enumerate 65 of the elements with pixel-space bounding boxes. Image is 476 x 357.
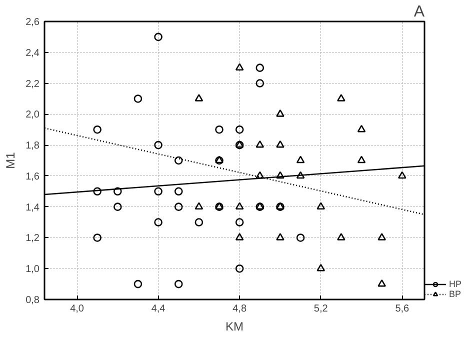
point	[276, 171, 284, 179]
y-tick-label: 2,6	[26, 17, 40, 28]
point	[194, 218, 204, 226]
point	[316, 202, 326, 210]
y-tick-label: 1,2	[26, 233, 40, 244]
point	[357, 124, 366, 132]
point	[215, 125, 224, 134]
point	[296, 234, 305, 242]
point	[114, 187, 122, 196]
point	[235, 125, 244, 134]
point	[134, 280, 142, 288]
point	[194, 94, 204, 102]
point	[398, 171, 406, 179]
point	[256, 140, 264, 148]
point	[296, 171, 305, 179]
point	[235, 264, 244, 273]
y-tick-label: 2,2	[26, 78, 40, 90]
y-tick-label: 2,4	[26, 48, 40, 59]
y-tick-label: 0,8	[26, 295, 40, 306]
point	[194, 202, 204, 210]
point	[134, 94, 142, 103]
point	[378, 233, 386, 240]
point	[316, 264, 326, 272]
point	[235, 202, 244, 210]
x-tick-label: 4,4	[151, 304, 166, 314]
point	[174, 187, 183, 196]
point	[93, 234, 102, 242]
point	[256, 79, 264, 88]
point	[174, 202, 183, 211]
legend-label: BP	[449, 289, 462, 299]
point	[276, 140, 284, 148]
point	[174, 156, 183, 165]
x-tick-label: 4,0	[70, 304, 84, 314]
y-tick-label: 1,8	[26, 140, 40, 152]
point	[357, 156, 366, 164]
point	[276, 233, 284, 240]
point	[337, 94, 346, 102]
legend-label: HP	[449, 279, 463, 289]
y-tick-label: 1,6	[26, 171, 40, 182]
point	[114, 202, 122, 211]
point	[174, 280, 183, 288]
x-tick-label: 5,2	[314, 304, 328, 314]
y-tick-label: 1,4	[26, 202, 40, 214]
point	[154, 218, 162, 226]
point	[235, 233, 244, 240]
point	[378, 279, 386, 287]
point	[296, 156, 305, 164]
point	[154, 32, 162, 42]
point	[256, 171, 264, 179]
x-tick-label: 5,6	[395, 304, 410, 314]
point	[337, 233, 346, 240]
point	[235, 218, 244, 226]
y-axis-title: M1	[4, 152, 18, 169]
point	[93, 125, 102, 134]
point	[256, 64, 264, 72]
point	[154, 187, 162, 196]
point	[154, 140, 162, 150]
chart-title: A	[414, 4, 425, 20]
y-tick-label: 1,0	[26, 264, 40, 276]
x-axis-title: KM	[226, 320, 244, 334]
point	[235, 63, 244, 71]
point	[276, 109, 284, 117]
y-tick-label: 2,0	[26, 110, 40, 121]
point	[93, 187, 102, 196]
x-tick-label: 4,8	[232, 304, 247, 314]
